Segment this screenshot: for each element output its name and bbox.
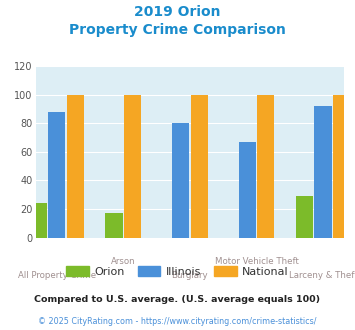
Text: © 2025 CityRating.com - https://www.cityrating.com/crime-statistics/: © 2025 CityRating.com - https://www.city… [38,317,317,326]
Text: Larceny & Theft: Larceny & Theft [289,271,355,280]
Bar [296,196,313,238]
Text: Compared to U.S. average. (U.S. average equals 100): Compared to U.S. average. (U.S. average … [34,295,321,304]
Bar [48,112,65,238]
Bar [29,203,47,238]
Text: Arson: Arson [111,257,136,266]
Bar [67,95,84,238]
Bar [105,213,122,238]
Text: Property Crime Comparison: Property Crime Comparison [69,23,286,37]
Text: All Property Crime: All Property Crime [18,271,96,280]
Text: Motor Vehicle Theft: Motor Vehicle Theft [214,257,299,266]
Bar [172,123,189,238]
Text: Burglary: Burglary [171,271,208,280]
Bar [239,142,256,238]
Bar [333,95,350,238]
Bar [191,95,208,238]
Bar [124,95,141,238]
Text: 2019 Orion: 2019 Orion [134,5,221,19]
Bar [315,106,332,238]
Bar [257,95,274,238]
Legend: Orion, Illinois, National: Orion, Illinois, National [62,261,293,281]
